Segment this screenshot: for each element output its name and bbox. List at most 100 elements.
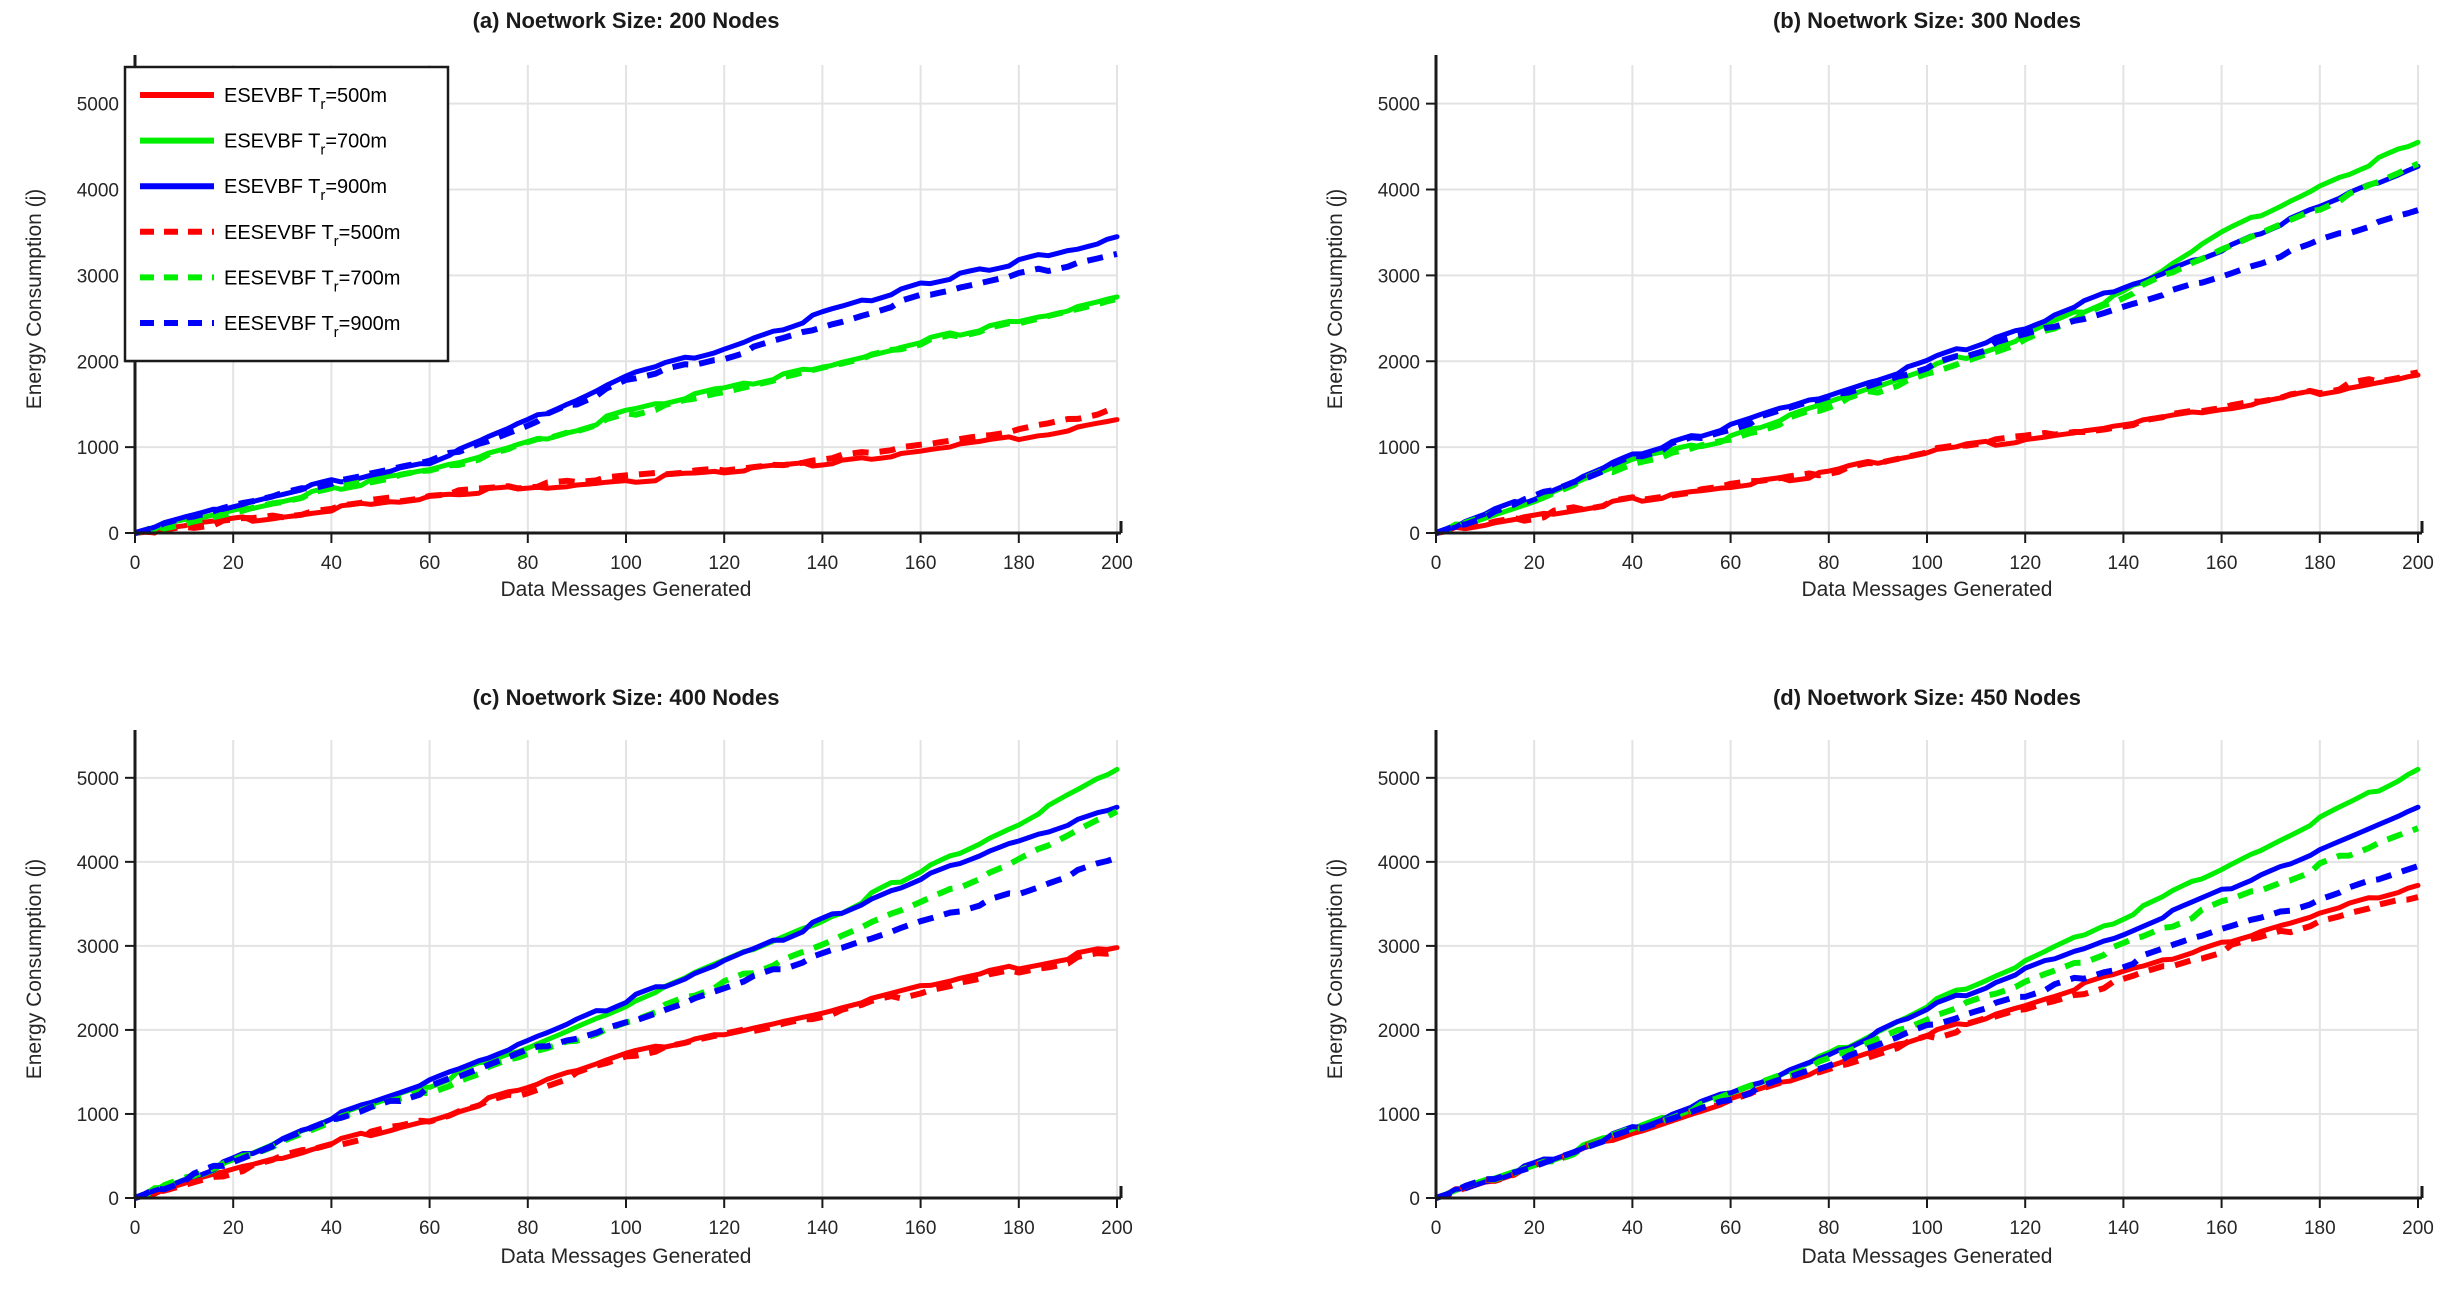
x-tick-label: 40 xyxy=(1622,1218,1643,1239)
chart-title-b: (b) Noetwork Size: 300 Nodes xyxy=(1772,8,2082,33)
x-tick-label: 20 xyxy=(1524,553,1545,574)
y-axis-label-a: Energy Consumption (j) xyxy=(23,188,46,410)
y-tick-label: 1000 xyxy=(1378,438,1420,459)
legend-entry-label: EESEVBF Tr=900m xyxy=(224,313,400,341)
x-axis-label-a: Data Messages Generated xyxy=(500,578,752,601)
x-tick-label: 100 xyxy=(1911,1218,1943,1239)
panel-300-nodes: 0 20 40 60 80 100 120 140 160 180 200 0 1000 2000 3000… xyxy=(1228,0,2456,654)
series-group xyxy=(134,234,1120,536)
y-tick-label: 2000 xyxy=(77,1021,119,1042)
chart-title-d: (d) Noetwork Size: 450 Nodes xyxy=(1772,685,2082,710)
x-tick-label: 60 xyxy=(419,553,440,574)
x-tick-label: 20 xyxy=(223,553,244,574)
panel-200-nodes: 0 20 40 60 80 100 120 140 160 180 200 0 1000 2000 3000… xyxy=(0,0,1228,654)
series-line-eesevbf-tr-500m xyxy=(134,948,1118,1201)
x-tick-label: 180 xyxy=(2304,1218,2336,1239)
legend-entry-label: ESEVBF Tr=700m xyxy=(224,131,387,159)
y-axis-label-b: Energy Consumption (j) xyxy=(1324,188,1347,410)
x-tick-label: 20 xyxy=(223,1218,244,1239)
series-group xyxy=(134,766,1120,1201)
y-tick-label: 2000 xyxy=(77,352,119,373)
x-tick-label: 0 xyxy=(130,1218,141,1239)
series-line-eesevbf-tr-900m xyxy=(134,854,1118,1201)
x-tick-label: 120 xyxy=(2009,1218,2041,1239)
x-tick-label: 180 xyxy=(1003,553,1035,574)
x-tick-label: 60 xyxy=(1720,553,1741,574)
x-tick-label: 0 xyxy=(1431,553,1442,574)
y-tick-label: 3000 xyxy=(77,266,119,287)
y-tick-label: 3000 xyxy=(1378,937,1420,958)
chart-title-c: (c) Noetwork Size: 400 Nodes xyxy=(472,685,780,710)
series-line-eesevbf-tr-500m xyxy=(134,405,1118,536)
legend: ESEVBF Tr=500m ESEVBF Tr=700m ESEVBF Tr=90… xyxy=(123,65,450,363)
series-line-eesevbf-tr-900m xyxy=(134,250,1118,536)
x-axis-label-c: Data Messages Generated xyxy=(500,1245,752,1268)
x-axis-label-b: Data Messages Generated xyxy=(1801,578,2053,601)
y-tick-label: 2000 xyxy=(1378,352,1420,373)
panel-400-nodes: 0 20 40 60 80 100 120 140 160 180 200 0 1000 2000 3000… xyxy=(0,655,1228,1309)
x-tick-label: 160 xyxy=(905,553,937,574)
y-tick-label: 5000 xyxy=(1378,769,1420,790)
y-tick-label: 4000 xyxy=(77,853,119,874)
chart-canvas-d: 0 20 40 60 80 100 120 140 160 180 2000100020003000… xyxy=(1378,730,2434,1239)
x-tick-label: 100 xyxy=(1911,553,1943,574)
chart-canvas-b: 0 20 40 60 80 100 120 140 160 180 2000100020003000… xyxy=(1378,55,2434,574)
x-axis-label-d: Data Messages Generated xyxy=(1801,1245,2053,1268)
series-group xyxy=(1435,139,2421,536)
y-tick-label: 5000 xyxy=(77,769,119,790)
y-tick-label: 5000 xyxy=(1378,95,1420,116)
y-tick-label: 4000 xyxy=(1378,181,1420,202)
y-tick-label: 0 xyxy=(1409,1189,1420,1210)
chart-title-a: (a) Noetwork Size: 200 Nodes xyxy=(472,8,780,33)
x-tick-label: 40 xyxy=(1622,553,1643,574)
series-line-eesevbf-tr-900m xyxy=(1435,207,2419,536)
x-tick-label: 0 xyxy=(1431,1218,1442,1239)
x-tick-label: 80 xyxy=(1818,1218,1839,1239)
y-axis-label-c: Energy Consumption (j) xyxy=(23,858,46,1080)
x-tick-label: 180 xyxy=(1003,1218,1035,1239)
legend-entry-label: EESEVBF Tr=500m xyxy=(224,222,400,250)
chart-canvas-a: 0 20 40 60 80 100 120 140 160 180 2000100020003000… xyxy=(77,55,1133,574)
legend-box xyxy=(123,65,450,363)
y-tick-label: 3000 xyxy=(77,937,119,958)
x-tick-label: 40 xyxy=(321,553,342,574)
x-tick-label: 120 xyxy=(708,553,740,574)
series-line-esevbf-tr-900m xyxy=(134,804,1120,1201)
x-tick-label: 200 xyxy=(1101,553,1133,574)
x-tick-label: 40 xyxy=(321,1218,342,1239)
x-tick-label: 80 xyxy=(517,1218,538,1239)
y-tick-label: 0 xyxy=(108,1189,119,1210)
x-tick-label: 160 xyxy=(2206,1218,2238,1239)
x-tick-label: 160 xyxy=(2206,553,2238,574)
x-tick-label: 120 xyxy=(2009,553,2041,574)
legend-entry-label: ESEVBF Tr=900m xyxy=(224,176,387,204)
y-tick-label: 1000 xyxy=(77,1105,119,1126)
y-tick-label: 4000 xyxy=(1378,853,1420,874)
y-tick-label: 0 xyxy=(1409,524,1420,545)
series-line-eesevbf-tr-900m xyxy=(1435,863,2419,1201)
x-tick-label: 80 xyxy=(517,553,538,574)
y-axis-label-d: Energy Consumption (j) xyxy=(1324,858,1347,1080)
x-tick-label: 100 xyxy=(610,1218,642,1239)
legend-entry-label: ESEVBF Tr=500m xyxy=(224,85,387,113)
chart-canvas-c: 0 20 40 60 80 100 120 140 160 180 2000100020003000… xyxy=(77,730,1133,1239)
y-tick-label: 2000 xyxy=(1378,1021,1420,1042)
x-tick-label: 80 xyxy=(1818,553,1839,574)
x-tick-label: 180 xyxy=(2304,553,2336,574)
x-tick-label: 100 xyxy=(610,553,642,574)
x-tick-label: 140 xyxy=(807,1218,839,1239)
y-tick-label: 3000 xyxy=(1378,266,1420,287)
x-tick-label: 200 xyxy=(1101,1218,1133,1239)
x-tick-label: 60 xyxy=(419,1218,440,1239)
series-group xyxy=(1435,766,2421,1201)
x-tick-label: 140 xyxy=(2108,1218,2140,1239)
legend-entry-label: EESEVBF Tr=700m xyxy=(224,267,400,295)
x-tick-label: 60 xyxy=(1720,1218,1741,1239)
series-line-eesevbf-tr-700m xyxy=(134,296,1118,536)
y-tick-label: 1000 xyxy=(77,438,119,459)
x-tick-label: 140 xyxy=(2108,553,2140,574)
y-tick-label: 0 xyxy=(108,524,119,545)
y-tick-label: 1000 xyxy=(1378,1105,1420,1126)
x-tick-label: 160 xyxy=(905,1218,937,1239)
